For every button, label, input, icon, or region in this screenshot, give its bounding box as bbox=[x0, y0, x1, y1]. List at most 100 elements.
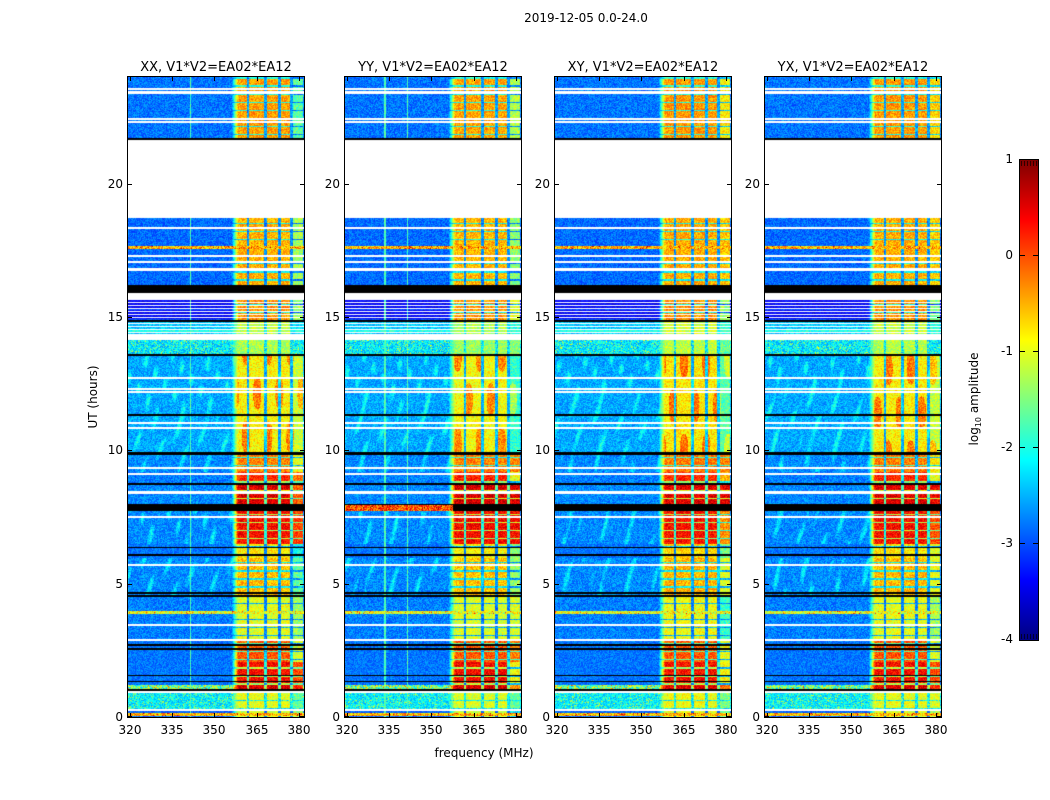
colorbar-tick-label: -3 bbox=[1001, 536, 1013, 550]
y-tick-mark bbox=[128, 450, 132, 451]
colorbar-tick-mark bbox=[1020, 543, 1025, 544]
y-tick-label: 5 bbox=[752, 577, 760, 591]
x-tick-label: 365 bbox=[462, 723, 486, 737]
colorbar-top-comb bbox=[1021, 161, 1037, 166]
colorbar-tick-mark bbox=[1020, 447, 1025, 448]
y-tick-mark bbox=[727, 317, 731, 318]
spectrogram-panel-yx bbox=[764, 76, 942, 718]
x-tick-mark bbox=[130, 713, 131, 717]
x-tick-label: 320 bbox=[335, 723, 359, 737]
panel-title-xx: XX, V1*V2=EA02*EA12 bbox=[140, 60, 292, 75]
y-tick-label: 10 bbox=[324, 443, 340, 457]
x-tick-mark bbox=[851, 713, 852, 717]
y-tick-mark bbox=[765, 317, 769, 318]
y-tick-mark bbox=[555, 450, 559, 451]
y-tick-mark bbox=[555, 184, 559, 185]
colorbar bbox=[1019, 159, 1039, 641]
colorbar-tick-label: 1 bbox=[1005, 152, 1013, 166]
y-tick-label: 5 bbox=[542, 577, 550, 591]
x-tick-mark bbox=[894, 77, 895, 81]
spectrogram-canvas-yx bbox=[765, 77, 941, 717]
y-tick-mark bbox=[937, 450, 941, 451]
y-tick-mark bbox=[937, 184, 941, 185]
x-tick-mark bbox=[389, 713, 390, 717]
x-tick-mark bbox=[516, 713, 517, 717]
y-tick-label: 0 bbox=[752, 710, 760, 724]
y-tick-mark bbox=[345, 584, 349, 585]
colorbar-tick-mark bbox=[1033, 351, 1038, 352]
y-tick-label: 5 bbox=[332, 577, 340, 591]
figure-title: 2019-12-05 0.0-24.0 bbox=[524, 11, 648, 25]
y-tick-mark bbox=[128, 317, 132, 318]
x-tick-mark bbox=[172, 77, 173, 81]
x-tick-mark bbox=[257, 713, 258, 717]
x-tick-mark bbox=[894, 713, 895, 717]
y-tick-mark bbox=[727, 716, 731, 717]
y-tick-mark bbox=[937, 317, 941, 318]
y-tick-mark bbox=[765, 184, 769, 185]
x-tick-mark bbox=[557, 713, 558, 717]
y-tick-mark bbox=[300, 184, 304, 185]
y-tick-mark bbox=[128, 716, 132, 717]
x-tick-label: 320 bbox=[755, 723, 779, 737]
y-tick-mark bbox=[300, 450, 304, 451]
x-tick-mark bbox=[557, 77, 558, 81]
y-tick-label: 15 bbox=[107, 310, 123, 324]
y-tick-mark bbox=[555, 317, 559, 318]
y-tick-label: 15 bbox=[534, 310, 550, 324]
x-tick-label: 365 bbox=[882, 723, 906, 737]
y-tick-label: 0 bbox=[332, 710, 340, 724]
colorbar-tick-label: -4 bbox=[1001, 632, 1013, 646]
x-tick-label: 350 bbox=[419, 723, 443, 737]
x-tick-label: 365 bbox=[672, 723, 696, 737]
x-axis-label: frequency (MHz) bbox=[434, 746, 534, 760]
x-tick-mark bbox=[641, 77, 642, 81]
colorbar-tick-mark bbox=[1033, 447, 1038, 448]
y-tick-mark bbox=[128, 184, 132, 185]
y-tick-mark bbox=[765, 716, 769, 717]
x-tick-mark bbox=[684, 713, 685, 717]
x-tick-mark bbox=[851, 77, 852, 81]
x-tick-label: 350 bbox=[202, 723, 226, 737]
x-tick-mark bbox=[389, 77, 390, 81]
x-tick-mark bbox=[214, 713, 215, 717]
y-tick-mark bbox=[727, 184, 731, 185]
colorbar-tick-label: -1 bbox=[1001, 344, 1013, 358]
panel-title-xy: XY, V1*V2=EA02*EA12 bbox=[567, 60, 719, 75]
x-tick-mark bbox=[431, 77, 432, 81]
y-tick-mark bbox=[345, 716, 349, 717]
x-tick-mark bbox=[809, 77, 810, 81]
x-tick-mark bbox=[599, 77, 600, 81]
y-tick-label: 5 bbox=[115, 577, 123, 591]
y-tick-mark bbox=[517, 184, 521, 185]
x-tick-mark bbox=[130, 77, 131, 81]
y-tick-mark bbox=[300, 317, 304, 318]
x-tick-mark bbox=[767, 713, 768, 717]
x-tick-mark bbox=[809, 713, 810, 717]
x-tick-mark bbox=[767, 77, 768, 81]
y-tick-label: 15 bbox=[324, 310, 340, 324]
y-tick-label: 15 bbox=[744, 310, 760, 324]
x-tick-mark bbox=[214, 77, 215, 81]
colorbar-label: log10 amplitude bbox=[966, 352, 984, 446]
spectrogram-panel-xy bbox=[554, 76, 732, 718]
y-axis-label: UT (hours) bbox=[86, 365, 100, 429]
x-tick-label: 335 bbox=[587, 723, 611, 737]
x-tick-mark bbox=[726, 713, 727, 717]
y-tick-mark bbox=[727, 450, 731, 451]
colorbar-tick-mark bbox=[1020, 351, 1025, 352]
colorbar-tick-mark bbox=[1033, 543, 1038, 544]
x-tick-mark bbox=[599, 713, 600, 717]
x-tick-mark bbox=[684, 77, 685, 81]
spectrogram-canvas-xx bbox=[128, 77, 304, 717]
y-tick-label: 10 bbox=[744, 443, 760, 457]
x-tick-mark bbox=[641, 713, 642, 717]
y-tick-mark bbox=[517, 450, 521, 451]
x-tick-label: 380 bbox=[504, 723, 528, 737]
colorbar-tick-label: -2 bbox=[1001, 440, 1013, 454]
colorbar-tick-mark bbox=[1020, 255, 1025, 256]
panel-title-yx: YX, V1*V2=EA02*EA12 bbox=[777, 60, 929, 75]
x-tick-label: 380 bbox=[924, 723, 948, 737]
x-tick-label: 380 bbox=[714, 723, 738, 737]
